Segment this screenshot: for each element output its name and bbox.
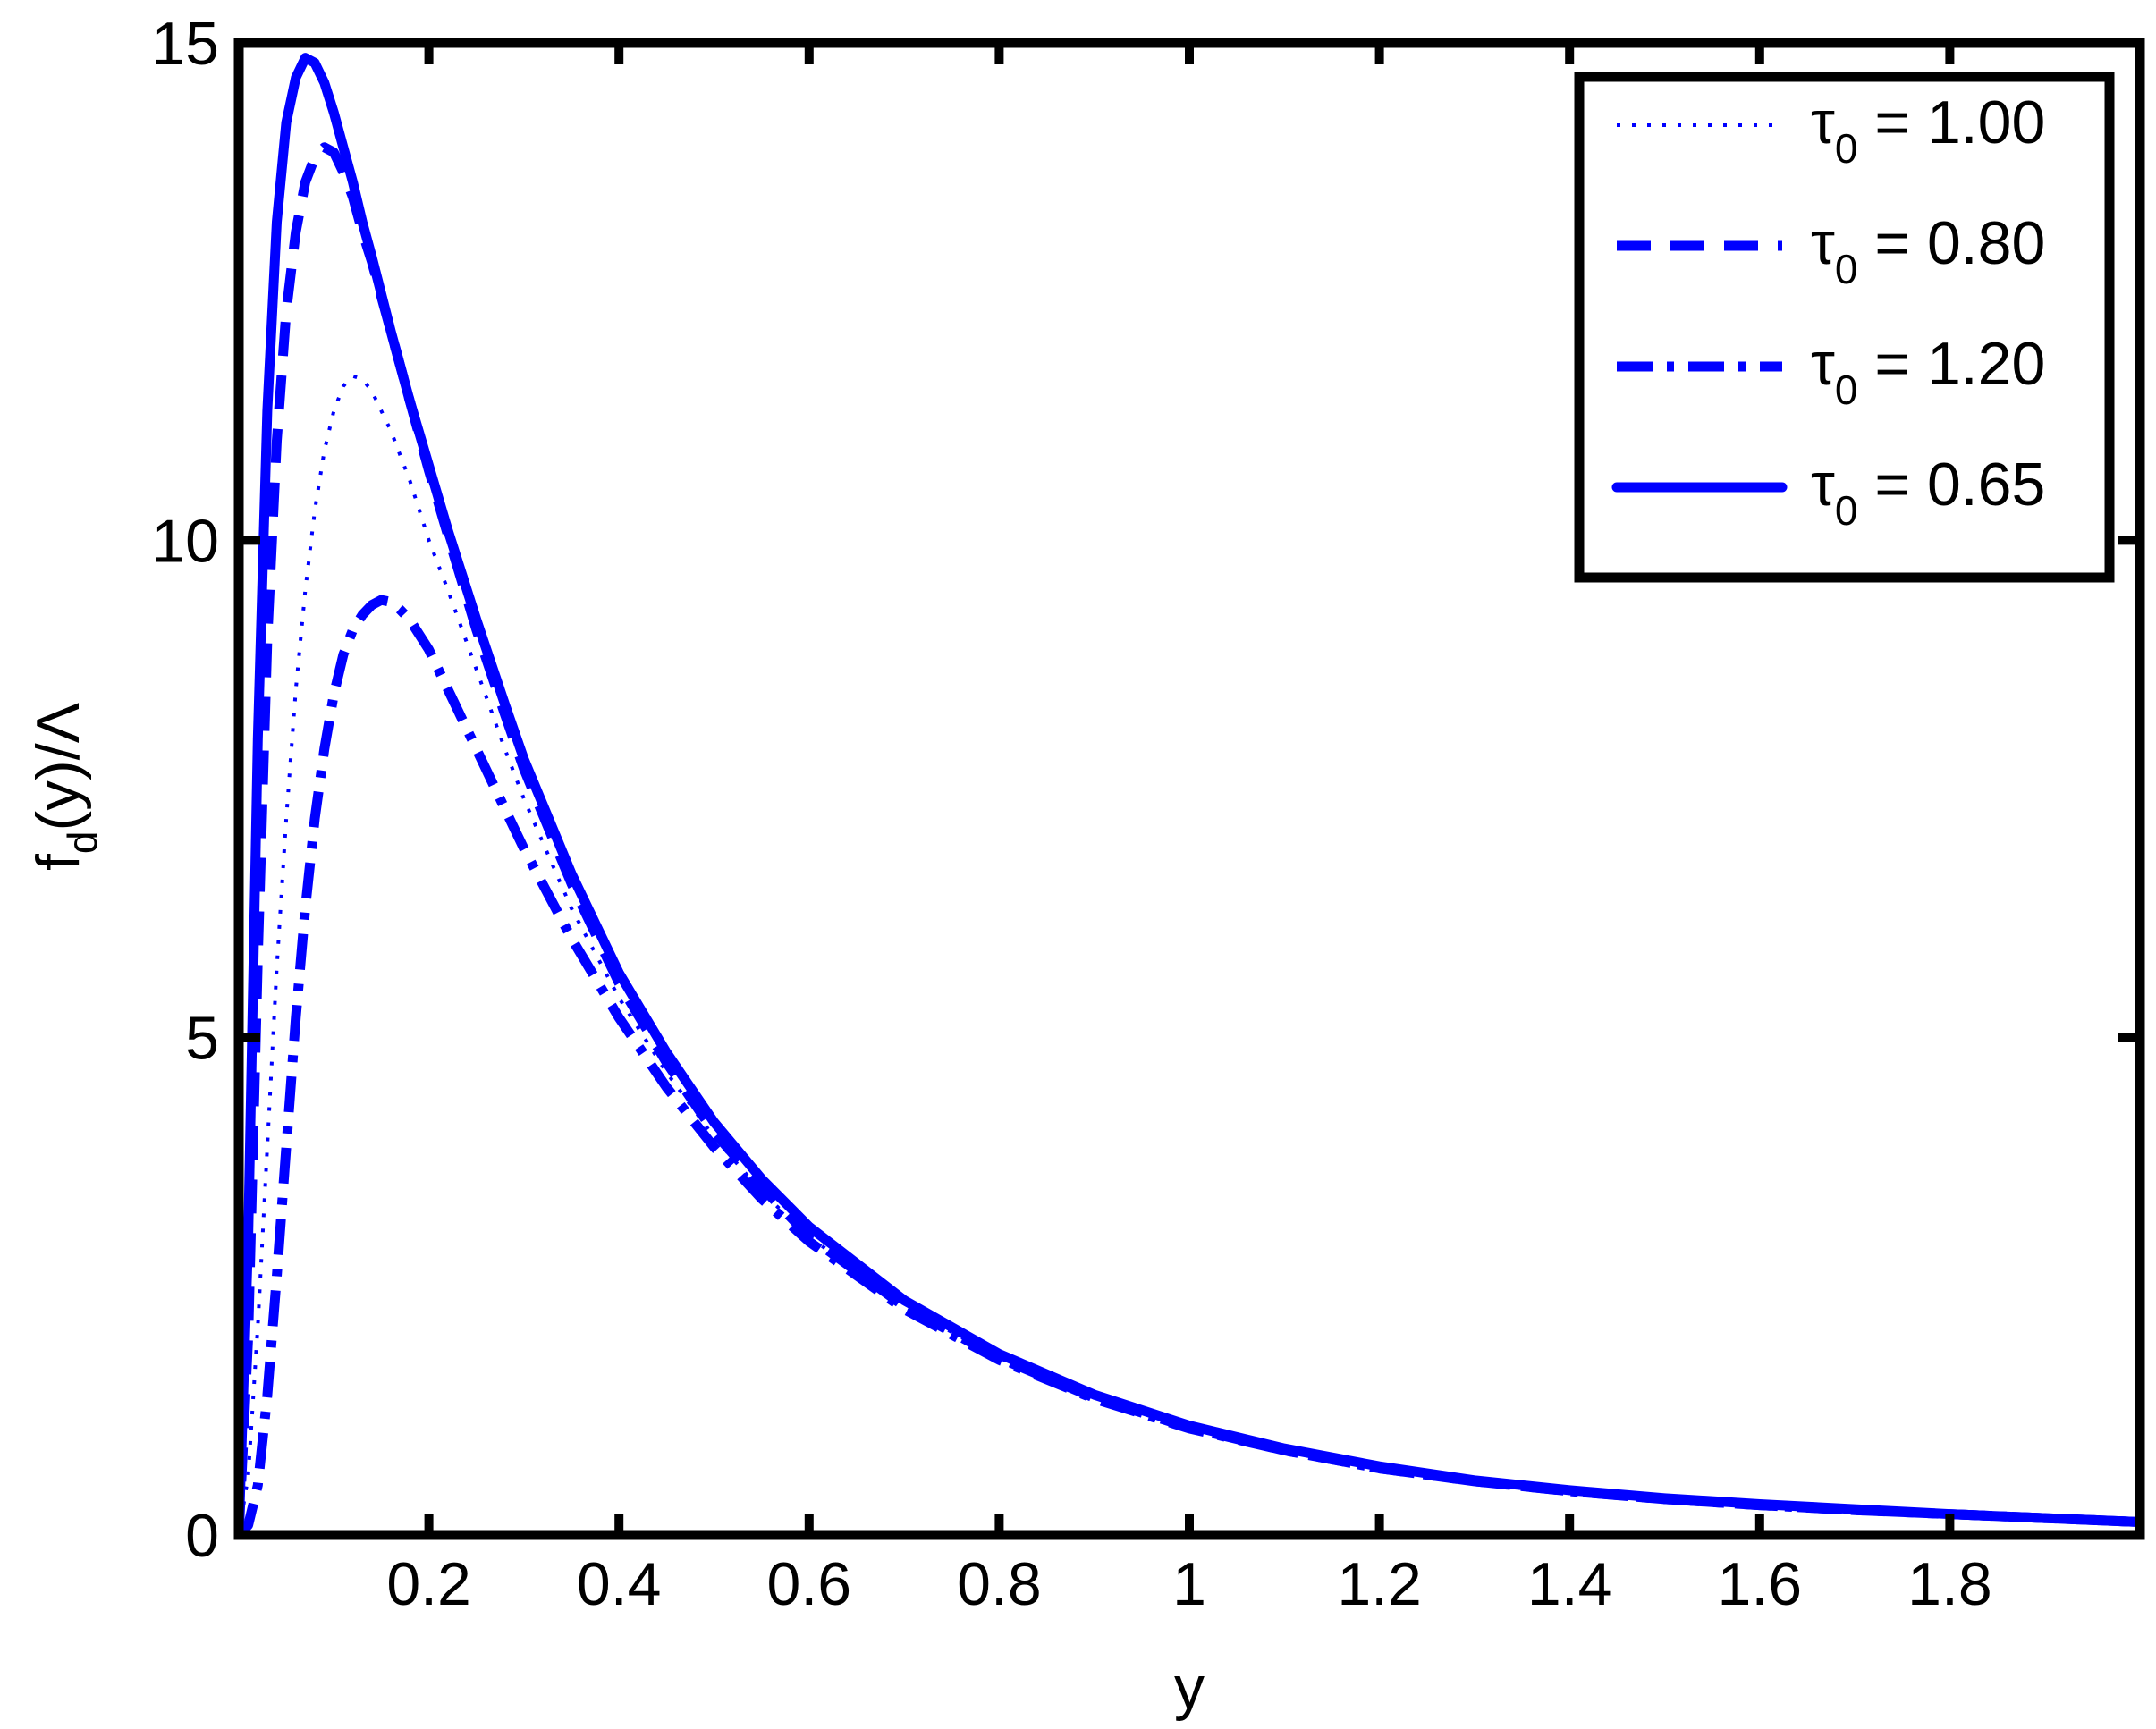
legend-label-3: τ0 = 1.20 [1811,330,2045,413]
legend-label-1: τ0 = 1.00 [1811,89,2045,172]
series-layer [233,53,2145,1540]
ticks-layer [239,38,2140,1539]
y-axis-label-main: f [24,854,92,871]
legend-symbol: τ [1811,89,1835,156]
x-axis-label: y [1174,1654,1205,1722]
y-axis-label: fd(y)/Λ [24,702,106,871]
legend-label-2: τ0 = 0.80 [1811,209,2045,292]
x-tick-label: 0.4 [577,1550,662,1618]
x-tick-label: 1.4 [1527,1550,1612,1618]
legend-value: = 1.00 [1857,89,2045,156]
legend-label-4: τ0 = 0.65 [1811,451,2045,534]
legend-value: = 0.65 [1857,451,2045,519]
legend-symbol: τ [1811,209,1835,277]
y-tick-label: 10 [151,507,219,575]
series-line-4 [233,53,2145,1540]
x-tick-label: 1 [1172,1550,1206,1618]
y-tick-label: 5 [185,1005,219,1073]
legend-box [1574,72,2115,583]
x-tick-label: 1.8 [1907,1550,1992,1618]
legend-subscript: 0 [1835,246,1858,292]
x-tick-labels: 0.2 0.4 0.6 0.8 1 1.2 1.4 1.6 1.8 [386,1550,1991,1618]
y-axis-label-sub: d [59,831,106,855]
legend-value: = 0.80 [1857,209,2045,277]
y-tick-label: 0 [185,1502,219,1570]
x-tick-label: 0.6 [767,1550,852,1618]
y-tick-label: 15 [151,10,219,78]
legend-subscript: 0 [1835,487,1858,534]
legend-value: = 1.20 [1857,330,2045,398]
legend-subscript: 0 [1835,367,1858,413]
y-axis-label-tail: (y)/Λ [24,702,92,831]
x-tick-label: 1.6 [1718,1550,1803,1618]
x-tick-label: 1.2 [1337,1550,1422,1618]
y-tick-labels: 0 5 10 15 [151,10,219,1570]
x-tick-label: 0.2 [386,1550,471,1618]
legend-symbol: τ [1811,451,1835,519]
legend-symbol: τ [1811,330,1835,398]
legend-subscript: 0 [1835,125,1858,172]
x-tick-label: 0.8 [957,1550,1042,1618]
